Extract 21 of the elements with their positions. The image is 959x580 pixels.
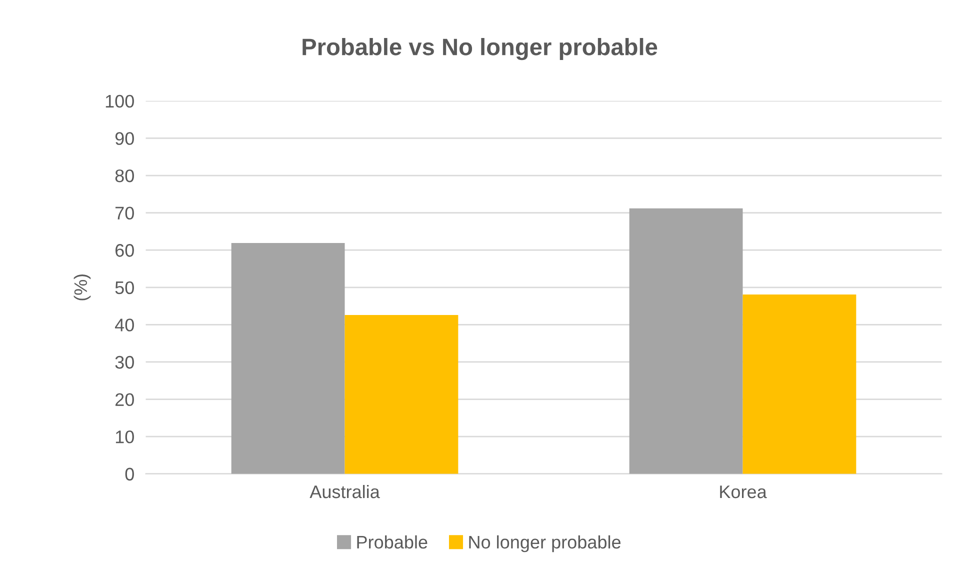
legend-label: No longer probable xyxy=(469,535,621,552)
y-axis-title: (%) xyxy=(74,274,91,300)
bar xyxy=(742,294,856,474)
y-tick-label: 90 xyxy=(115,132,134,145)
y-tick-label: 0 xyxy=(125,468,134,481)
y-tick-label: 10 xyxy=(116,430,134,444)
y-tick-label: 80 xyxy=(115,169,134,182)
x-tick-label: Korea xyxy=(720,486,767,498)
y-tick-label: 20 xyxy=(115,393,134,406)
y-tick-label: 30 xyxy=(115,356,134,369)
y-tick-label: 50 xyxy=(115,281,134,294)
bar xyxy=(629,208,743,474)
y-tick-label: 40 xyxy=(114,318,134,332)
y-tick-label: 100 xyxy=(106,94,134,108)
y-tick-label: 70 xyxy=(116,206,134,220)
legend-label: Probable xyxy=(357,535,428,549)
y-tick-label: 60 xyxy=(115,244,134,257)
bar xyxy=(231,243,345,474)
x-tick-label: Australia xyxy=(310,484,380,498)
bar xyxy=(344,314,458,474)
chart-title: Probable vs No longer probable xyxy=(302,38,658,60)
